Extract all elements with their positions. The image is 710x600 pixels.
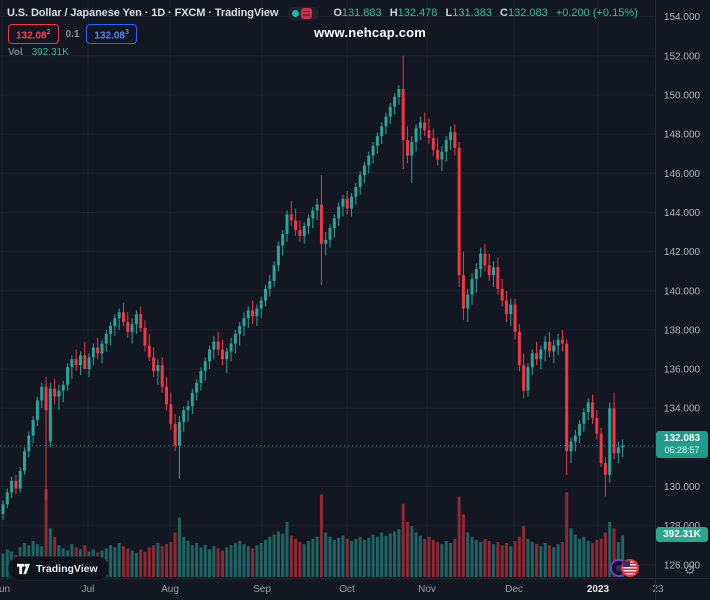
buy-price-button[interactable]: 132.083: [86, 24, 137, 45]
svg-text:148.000: 148.000: [664, 130, 701, 141]
svg-text:134.000: 134.000: [664, 404, 701, 415]
chart-legend: U.S. Dollar / Japanese Yen · 1D · FXCM ·…: [7, 6, 638, 20]
close-value: 132.083: [508, 7, 548, 19]
time-axis[interactable]: [0, 578, 710, 600]
last-price-badge: 132.083 06:28:57: [656, 430, 708, 458]
last-price-value: 132.083: [663, 432, 701, 444]
svg-text:Oct: Oct: [339, 584, 355, 595]
up-dot-icon: [292, 9, 300, 17]
watermark: www.nehcap.com: [313, 25, 427, 40]
low-label: L: [445, 7, 453, 19]
svg-text:150.000: 150.000: [664, 90, 701, 101]
symbol-title[interactable]: U.S. Dollar / Japanese Yen · 1D · FXCM ·…: [7, 7, 279, 19]
price-axis[interactable]: [655, 0, 710, 578]
axis-settings-gear-icon[interactable]: ⚙: [684, 562, 696, 577]
volume-legend: Vol 392.31K: [8, 47, 69, 58]
low-value: 131.383: [452, 7, 492, 19]
high-label: H: [389, 7, 398, 19]
change-value: +0.200 (+0.15%): [555, 7, 638, 19]
svg-text:Dec: Dec: [505, 584, 523, 595]
close-label: C: [500, 7, 508, 19]
svg-text:152.000: 152.000: [664, 51, 701, 62]
svg-text:136.000: 136.000: [664, 365, 701, 376]
svg-text:146.000: 146.000: [664, 169, 701, 180]
svg-text:126.000: 126.000: [664, 560, 701, 571]
spread-value: 0.1: [65, 28, 80, 40]
bar-countdown: 06:28:57: [664, 444, 700, 455]
svg-text:128.000: 128.000: [664, 521, 701, 532]
svg-text:154.000: 154.000: [664, 12, 701, 23]
volume-label: Vol: [8, 47, 23, 58]
high-value: 132.478: [397, 7, 438, 19]
economic-events[interactable]: [610, 558, 642, 577]
us-flag-event-icon: [621, 559, 639, 577]
svg-text:130.000: 130.000: [664, 482, 701, 493]
svg-text:140.000: 140.000: [664, 286, 701, 297]
tradingview-logo-icon: [17, 563, 30, 575]
svg-text:138.000: 138.000: [664, 325, 701, 336]
svg-text:144.000: 144.000: [664, 208, 701, 219]
svg-text:Sep: Sep: [253, 584, 271, 595]
svg-text:Nov: Nov: [418, 584, 436, 595]
volume-axis-badge: 392.31K: [656, 527, 708, 543]
down-lines-icon: [301, 7, 313, 19]
source-toggle[interactable]: [288, 6, 320, 20]
svg-text:Aug: Aug: [161, 584, 179, 595]
open-label: O: [333, 7, 342, 19]
svg-text:142.000: 142.000: [664, 247, 701, 258]
svg-text:Jul: Jul: [82, 584, 95, 595]
svg-text:Jun: Jun: [0, 584, 10, 595]
ohlc-values: O131.883 H132.478 L131.383 C132.083 +0.2…: [328, 7, 637, 19]
tradingview-logo[interactable]: TradingView: [8, 556, 109, 581]
svg-text:2023: 2023: [587, 584, 610, 595]
bid-ask-row: 132.082 0.1 132.083: [8, 24, 137, 45]
open-value: 131.883: [341, 7, 382, 19]
sell-price-button[interactable]: 132.082: [8, 24, 59, 45]
tradingview-logo-label: TradingView: [36, 562, 98, 575]
volume-value: 392.31K: [31, 47, 69, 58]
svg-text:23: 23: [652, 584, 664, 595]
